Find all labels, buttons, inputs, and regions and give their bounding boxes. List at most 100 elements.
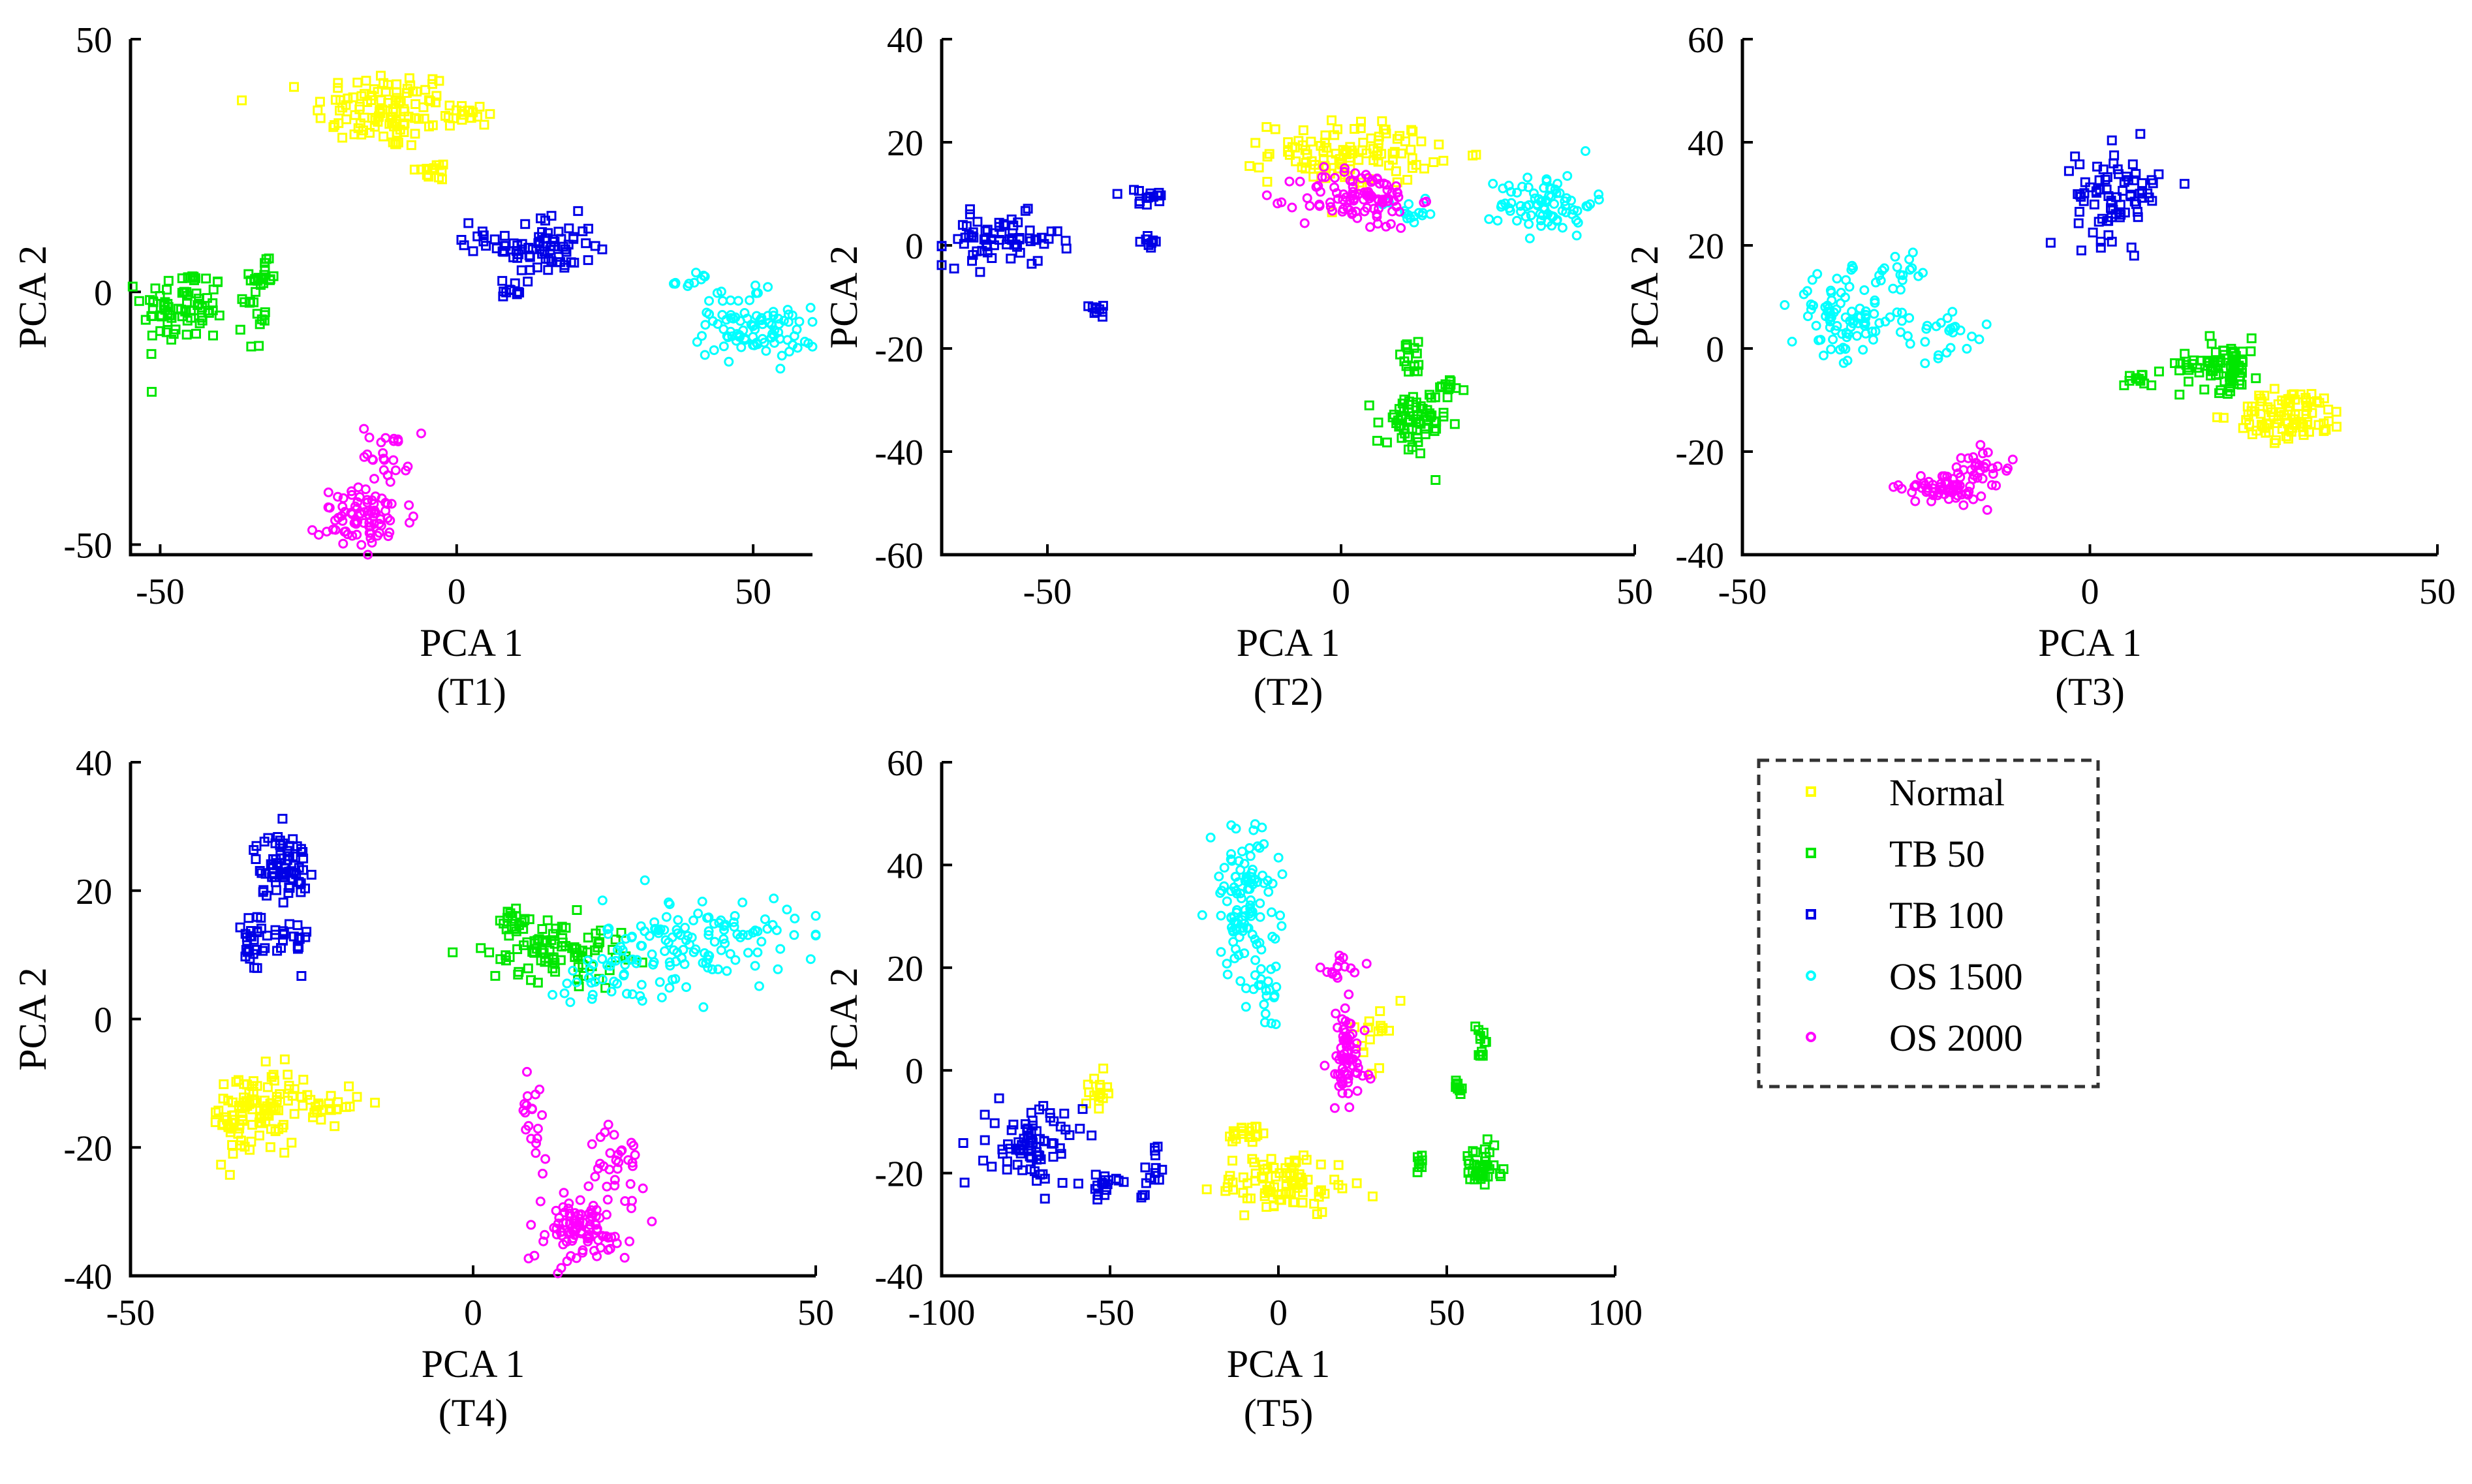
point-normal xyxy=(1314,1192,1324,1202)
point-os-1500 xyxy=(1425,209,1436,219)
point-os-1500 xyxy=(562,978,572,989)
point-os-1500 xyxy=(738,325,749,335)
point-tb-100 xyxy=(1025,236,1036,247)
point-tb-100 xyxy=(1151,1163,1161,1173)
point-tb-100 xyxy=(1035,1134,1045,1144)
point-os-1500 xyxy=(1557,223,1568,233)
point-os-1500 xyxy=(704,296,714,306)
point-os-1500 xyxy=(1827,295,1837,305)
point-os-2000 xyxy=(1421,196,1431,207)
point-os-1500 xyxy=(1240,876,1250,886)
point-os-1500 xyxy=(1214,871,1224,882)
point-os-1500 xyxy=(692,337,702,347)
point-os-2000 xyxy=(625,1236,635,1246)
point-os-1500 xyxy=(712,288,722,298)
point-tb-100 xyxy=(975,267,985,277)
point-normal xyxy=(1407,153,1417,163)
point-os-2000 xyxy=(518,1105,529,1115)
point-os-1500 xyxy=(1825,317,1836,327)
point-os-1500 xyxy=(619,969,629,980)
point-os-1500 xyxy=(1847,260,1857,271)
point-os-1500 xyxy=(1879,263,1889,273)
point-normal xyxy=(1228,1156,1237,1166)
point-normal xyxy=(341,100,351,110)
point-os-1500 xyxy=(655,977,665,987)
point-tb-100 xyxy=(957,220,968,230)
point-os-2000 xyxy=(568,1233,578,1243)
point-tb-100 xyxy=(2107,135,2117,146)
point-os-1500 xyxy=(586,978,596,988)
point-os-1500 xyxy=(811,910,821,921)
point-normal xyxy=(1291,156,1301,166)
point-os-1500 xyxy=(783,309,794,320)
point-normal xyxy=(1327,115,1336,125)
point-os-2000 xyxy=(382,499,393,509)
point-tb-50 xyxy=(194,294,204,303)
legend-item-tb50: TB 50 xyxy=(1806,833,1985,875)
point-os-1500 xyxy=(1820,302,1831,313)
legend-item-os2000: OS 2000 xyxy=(1806,1017,2023,1059)
point-tb-100 xyxy=(241,945,251,955)
point-tb-100 xyxy=(298,847,308,857)
point-tb-50 xyxy=(1413,437,1423,447)
point-os-2000 xyxy=(1365,193,1375,204)
point-os-1500 xyxy=(1908,247,1918,258)
point-tb-100 xyxy=(2125,191,2136,202)
point-tb-50 xyxy=(161,327,172,337)
point-os-2000 xyxy=(1359,1025,1370,1036)
point-os-1500 xyxy=(1197,910,1207,920)
point-os-2000 xyxy=(1314,201,1325,211)
point-os-1500 xyxy=(585,965,595,975)
point-os-1500 xyxy=(1549,199,1559,209)
point-tb-50 xyxy=(529,948,540,958)
point-os-1500 xyxy=(1554,188,1565,198)
point-os-2000 xyxy=(365,533,376,544)
point-os-1500 xyxy=(690,944,701,955)
point-normal xyxy=(379,131,389,142)
point-os-2000 xyxy=(1327,968,1338,979)
point-tb-100 xyxy=(558,241,568,252)
point-os-2000 xyxy=(527,1104,537,1114)
point-normal xyxy=(390,106,401,117)
point-tb-100 xyxy=(537,249,548,259)
point-tb-100 xyxy=(256,923,266,934)
point-tb-50 xyxy=(1425,390,1434,400)
point-os-2000 xyxy=(390,465,401,476)
point-normal xyxy=(1402,175,1413,185)
point-os-2000 xyxy=(1352,1068,1363,1078)
point-os-1500 xyxy=(1541,176,1552,187)
point-os-2000 xyxy=(1339,166,1350,177)
point-tb-50 xyxy=(1449,419,1460,429)
point-os-2000 xyxy=(619,1252,630,1263)
point-os-1500 xyxy=(659,925,670,935)
point-os-2000 xyxy=(1939,471,1950,482)
point-os-1500 xyxy=(660,946,670,956)
point-os-2000 xyxy=(347,486,357,497)
point-os-2000 xyxy=(1383,196,1393,206)
point-normal xyxy=(1299,1150,1308,1160)
point-normal xyxy=(1297,1177,1307,1188)
point-os-1500 xyxy=(773,964,783,974)
point-normal xyxy=(236,1136,246,1146)
y-tick-label: 0 xyxy=(94,1000,112,1041)
point-tb-50 xyxy=(501,955,511,966)
point-tb-100 xyxy=(590,241,600,251)
x-tick-label: -100 xyxy=(908,1293,976,1333)
y-tick-label: 60 xyxy=(1688,20,1724,61)
point-os-1500 xyxy=(718,324,729,334)
point-os-2000 xyxy=(388,455,399,465)
point-os-2000 xyxy=(571,1253,581,1263)
point-os-2000 xyxy=(603,1119,613,1130)
point-os-1500 xyxy=(1581,146,1590,156)
point-tb-100 xyxy=(2080,177,2090,187)
point-tb-50 xyxy=(2184,377,2194,387)
legend-label: Normal xyxy=(1889,771,2005,814)
point-tb-50 xyxy=(214,310,224,320)
point-normal xyxy=(359,112,369,123)
point-tb-50 xyxy=(523,963,533,974)
point-os-2000 xyxy=(1346,1019,1356,1029)
y-tick-label: -20 xyxy=(874,330,923,370)
point-normal xyxy=(1329,1175,1340,1184)
point-os-1500 xyxy=(807,317,818,327)
point-normal xyxy=(2331,407,2341,417)
